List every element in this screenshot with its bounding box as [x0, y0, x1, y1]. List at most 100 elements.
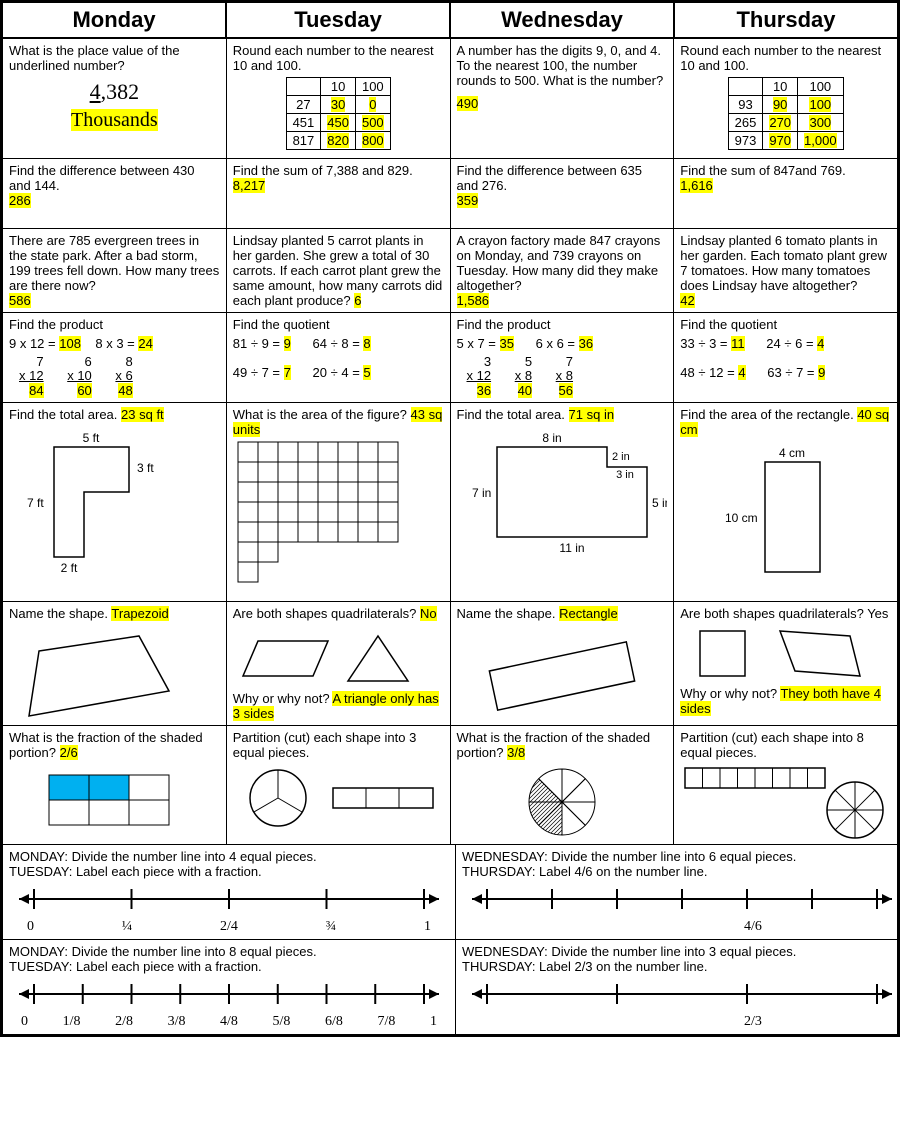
horiz-eqs-1: 81 ÷ 9 = 9 64 ÷ 8 = 8 — [233, 336, 444, 351]
r1-mon: What is the place value of the underline… — [3, 39, 227, 158]
number: 4,382 — [9, 79, 220, 105]
r2-wed: Find the difference between 635 and 276.… — [451, 159, 675, 228]
number-line — [9, 879, 449, 919]
shapes — [233, 621, 443, 691]
shapes — [680, 621, 890, 686]
r2-thu: Find the sum of 847and 769. 1,616 — [674, 159, 897, 228]
nl1-left: MONDAY: Divide the number line into 4 eq… — [3, 845, 456, 939]
r7-wed: What is the fraction of the shaded porti… — [451, 726, 675, 844]
worksheet: Monday Tuesday Wednesday Thursday What i… — [0, 0, 900, 1037]
question: There are 785 evergreen trees in the sta… — [9, 233, 219, 293]
title: Find the quotient — [680, 317, 891, 332]
line1: WEDNESDAY: Divide the number line into 3… — [462, 944, 900, 959]
nl1-right: WEDNESDAY: Divide the number line into 6… — [456, 845, 900, 939]
r3-tue: Lindsay planted 5 carrot plants in her g… — [227, 229, 451, 312]
nl-row-1: MONDAY: Divide the number line into 4 eq… — [3, 845, 897, 940]
line1: MONDAY: Divide the number line into 8 eq… — [9, 944, 449, 959]
answer: Yes — [867, 606, 888, 621]
r5-thu: Find the area of the rectangle. 40 sq cm… — [674, 403, 897, 601]
r5-wed: Find the total area. 71 sq in 8 in 2 in … — [451, 403, 675, 601]
line2: THURSDAY: Label 2/3 on the number line. — [462, 959, 900, 974]
vert-eqs: 3x 1236 5x 840 7x 856 — [457, 355, 668, 398]
trapezoid-shape — [9, 621, 219, 721]
row-1: What is the place value of the underline… — [3, 39, 897, 159]
svg-text:7 in: 7 in — [472, 486, 491, 500]
l-shape-figure: 5 ft 3 ft 7 ft 2 ft — [9, 422, 219, 582]
svg-text:5 in: 5 in — [652, 496, 667, 510]
answer: 586 — [9, 293, 31, 308]
line2: THURSDAY: Label 4/6 on the number line. — [462, 864, 900, 879]
answer: 23 sq ft — [121, 407, 164, 422]
answer: 42 — [680, 293, 694, 308]
answer: 286 — [9, 193, 220, 208]
answer: 3/8 — [507, 745, 525, 760]
r4-tue: Find the quotient 81 ÷ 9 = 9 64 ÷ 8 = 8 … — [227, 313, 451, 402]
partition-shapes — [680, 760, 890, 840]
svg-text:3 ft: 3 ft — [137, 461, 154, 475]
svg-text:10 cm: 10 cm — [725, 511, 758, 525]
question: Round each number to the nearest 10 and … — [233, 43, 444, 73]
title: Find the product — [9, 317, 220, 332]
question: What is the place value of the underline… — [9, 43, 220, 73]
svg-text:3 in: 3 in — [616, 469, 634, 481]
question: What is the area of the figure? — [233, 407, 407, 422]
svg-text:2 ft: 2 ft — [61, 561, 78, 575]
r6-thu: Are both shapes quadrilaterals? Yes Why … — [674, 602, 897, 725]
answer: 1,586 — [457, 293, 490, 308]
r7-mon: What is the fraction of the shaded porti… — [3, 726, 227, 844]
line1: MONDAY: Divide the number line into 4 eq… — [9, 849, 449, 864]
r7-thu: Partition (cut) each shape into 8 equal … — [674, 726, 897, 844]
question2: Why or why not? They both have 4 sides — [680, 686, 891, 716]
question: A number has the digits 9, 0, and 4. To … — [457, 43, 668, 88]
answer: 2/6 — [60, 745, 78, 760]
header-thu: Thursday — [675, 3, 897, 37]
answer: Trapezoid — [111, 606, 168, 621]
row-7: What is the fraction of the shaded porti… — [3, 726, 897, 845]
r4-thu: Find the quotient 33 ÷ 3 = 11 24 ÷ 6 = 4… — [674, 313, 897, 402]
labels: 01/8 2/83/8 4/85/8 6/87/8 1 — [9, 1014, 449, 1030]
r1-tue: Round each number to the nearest 10 and … — [227, 39, 451, 158]
answer: 490 — [457, 96, 668, 111]
row-2: Find the difference between 430 and 144.… — [3, 159, 897, 229]
r7-tue: Partition (cut) each shape into 3 equal … — [227, 726, 451, 844]
row-6: Name the shape. Trapezoid Are both shape… — [3, 602, 897, 726]
answer: 359 — [457, 193, 668, 208]
answer: 8,217 — [233, 178, 444, 193]
answer: No — [420, 606, 437, 621]
pie-fraction — [457, 760, 667, 840]
question: A crayon factory made 847 crayons on Mon… — [457, 233, 661, 293]
question: Find the difference between 430 and 144. — [9, 163, 220, 193]
number-line — [9, 974, 449, 1014]
line1: WEDNESDAY: Divide the number line into 6… — [462, 849, 900, 864]
rounding-table: 10100 27300 451450500 817820800 — [286, 77, 391, 150]
vert-eqs: 7x 1284 6x 1060 8x 648 — [9, 355, 220, 398]
title: Find the quotient — [233, 317, 444, 332]
r4-wed: Find the product 5 x 7 = 35 6 x 6 = 36 3… — [451, 313, 675, 402]
r5-mon: Find the total area. 23 sq ft 5 ft 3 ft … — [3, 403, 227, 601]
svg-text:8 in: 8 in — [542, 431, 561, 445]
l-shape-figure: 8 in 2 in 3 in 5 in 7 in 11 in — [457, 422, 667, 562]
header-row: Monday Tuesday Wednesday Thursday — [3, 3, 897, 39]
labels: 0 ¼ 2/4 ¾ 1 — [9, 919, 449, 935]
r3-thu: Lindsay planted 6 tomato plants in her g… — [674, 229, 897, 312]
row-5: Find the total area. 23 sq ft 5 ft 3 ft … — [3, 403, 897, 602]
question: Round each number to the nearest 10 and … — [680, 43, 891, 73]
question: Lindsay planted 6 tomato plants in her g… — [680, 233, 887, 293]
svg-text:5 ft: 5 ft — [83, 431, 100, 445]
row-4: Find the product 9 x 12 = 108 8 x 3 = 24… — [3, 313, 897, 403]
question: Partition (cut) each shape into 8 equal … — [680, 730, 891, 760]
question: Name the shape. — [9, 606, 108, 621]
question: Find the total area. — [457, 407, 565, 422]
line2: TUESDAY: Label each piece with a fractio… — [9, 959, 449, 974]
svg-text:4 cm: 4 cm — [779, 446, 805, 460]
question: What is the fraction of the shaded porti… — [457, 730, 651, 760]
label: 4/6 — [744, 919, 900, 935]
question: Find the area of the rectangle. — [680, 407, 853, 422]
number-line — [462, 879, 900, 919]
header-mon: Monday — [3, 3, 227, 37]
r1-thu: Round each number to the nearest 10 and … — [674, 39, 897, 158]
grid-figure — [233, 437, 443, 597]
answer: Thousands — [9, 109, 220, 132]
r2-tue: Find the sum of 7,388 and 829. 8,217 — [227, 159, 451, 228]
question: Are both shapes quadrilaterals? — [680, 606, 864, 621]
